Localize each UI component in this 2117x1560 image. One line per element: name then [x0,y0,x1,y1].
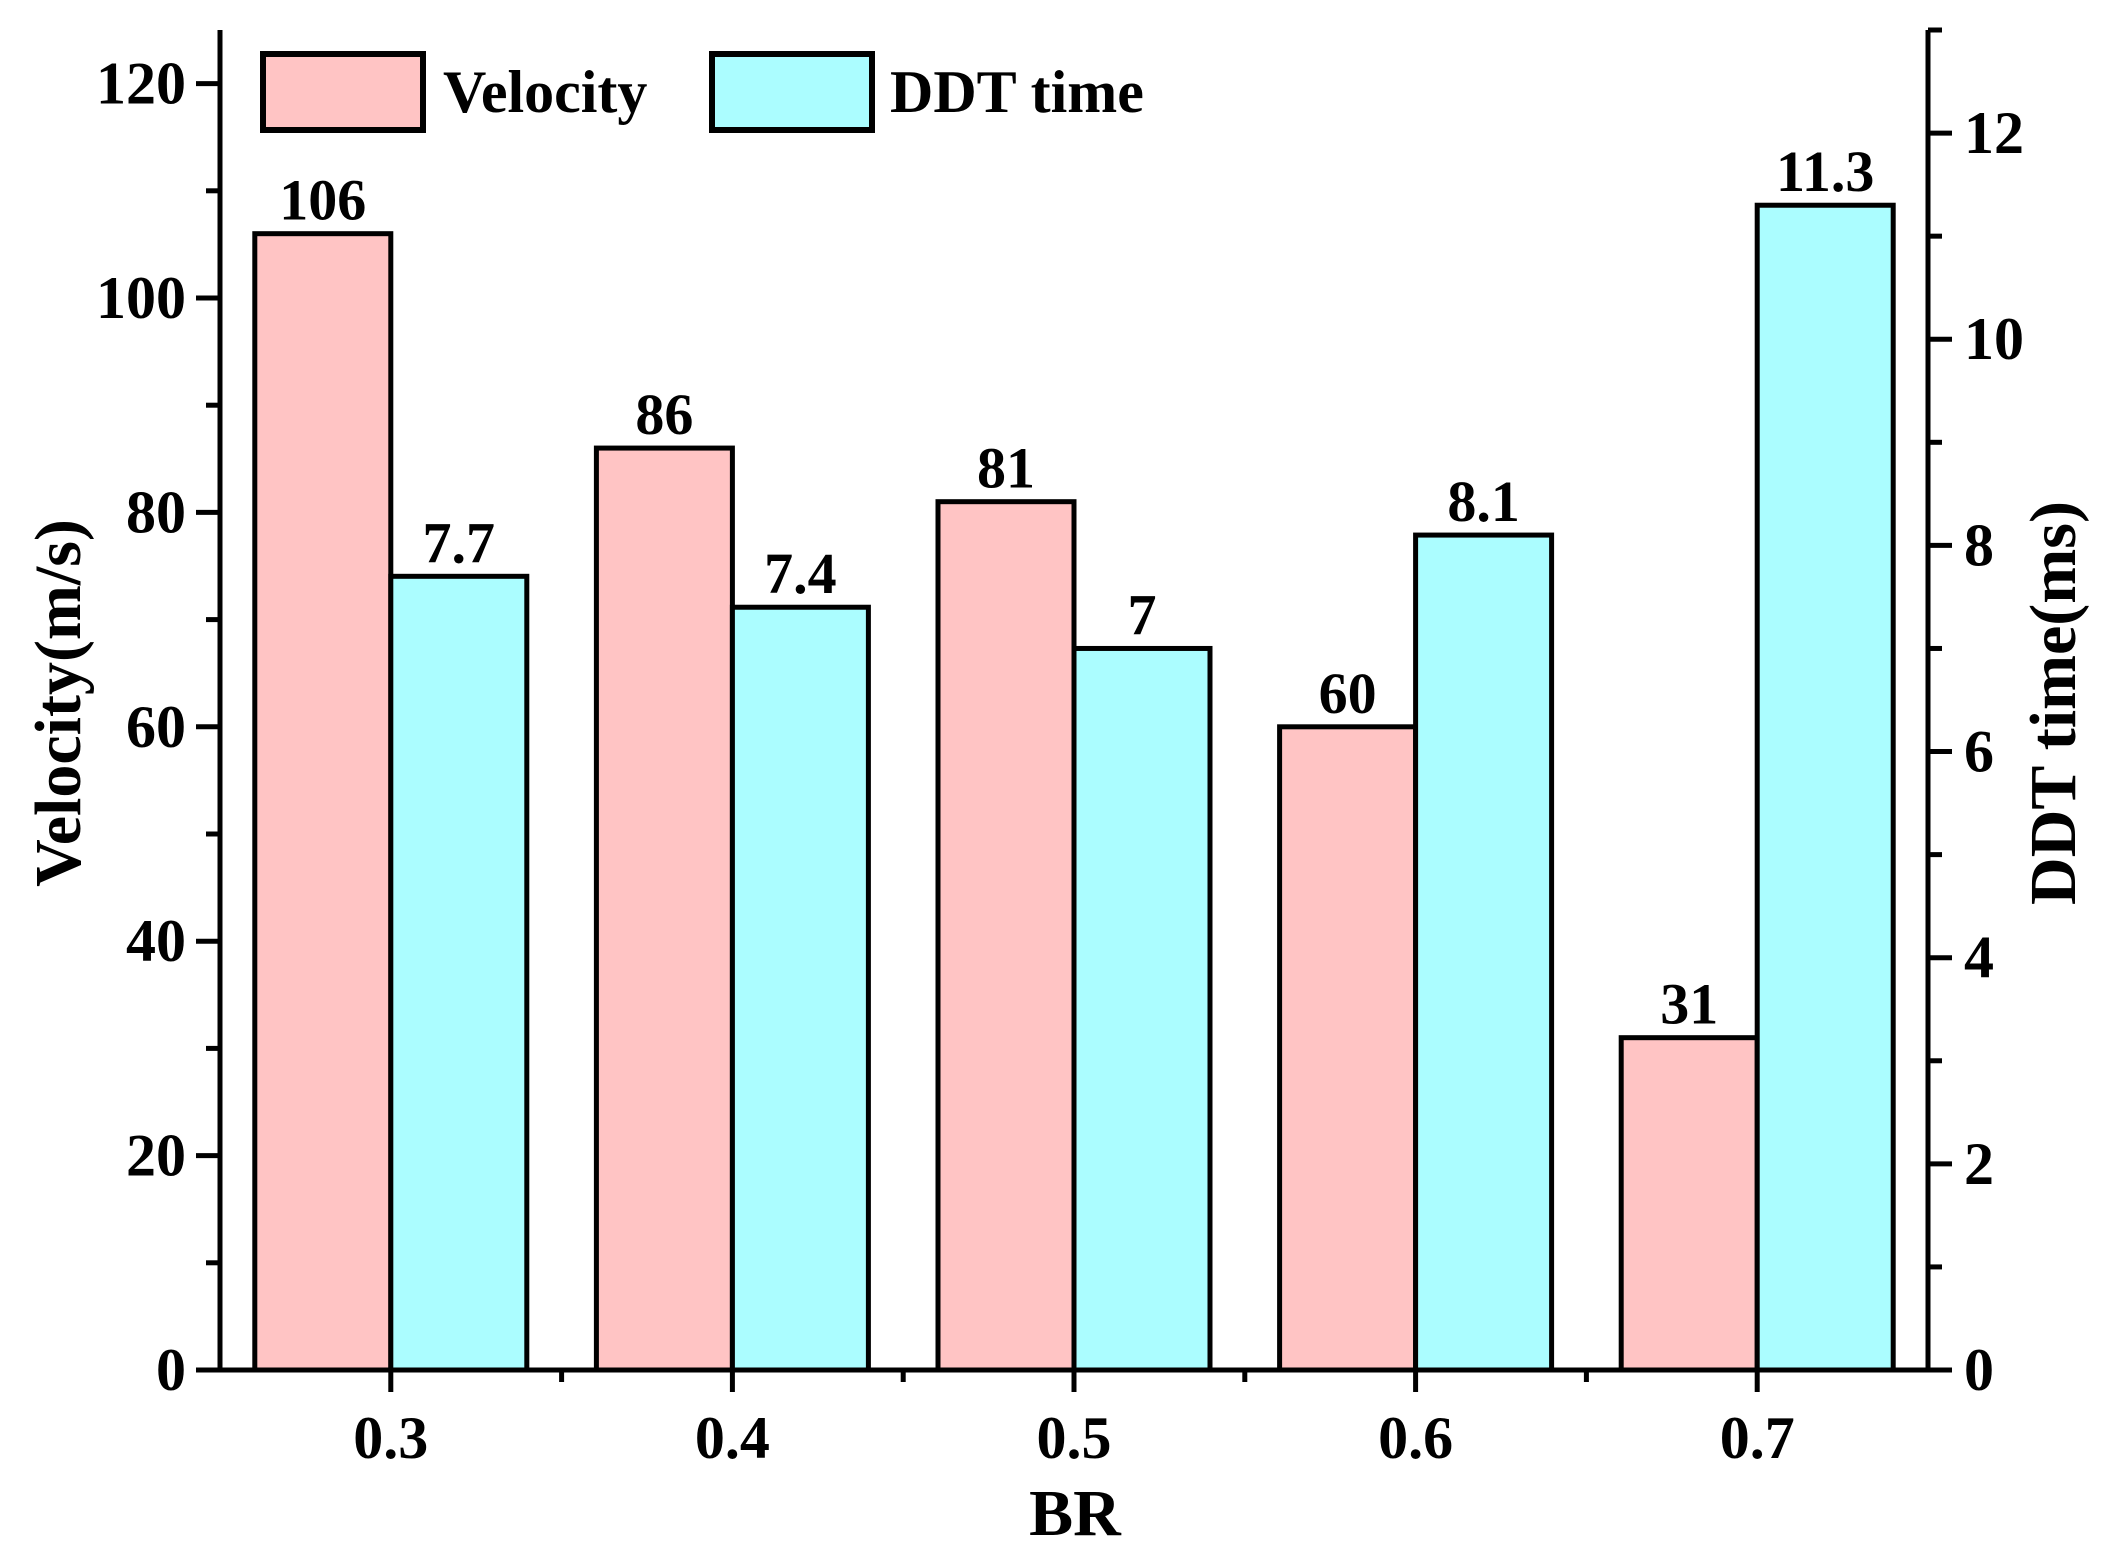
y-left-tick-label-120: 120 [96,51,186,117]
x-tick-label-0.4: 0.4 [695,1405,770,1471]
data-label-velocity-0.5: 81 [977,436,1035,501]
bar-ddt-time-0.4 [729,604,871,1373]
data-label-ddt-time-0.4: 7.4 [764,541,837,606]
y-left-tick-label-20: 20 [126,1123,186,1189]
bar-velocity-0.4 [593,445,735,1373]
x-tick-label-0.5: 0.5 [1037,1405,1112,1471]
bar-velocity-0.5 [935,499,1077,1373]
y-right-axis-title: DDT time(ms) [2017,501,2090,905]
y-right-tick-label-0: 0 [1964,1337,1994,1403]
legend-label-velocity: Velocity [443,59,647,125]
data-label-ddt-time-0.6: 8.1 [1447,469,1520,534]
x-axis-title: BR [1029,1477,1122,1550]
legend-label-ddt-time: DDT time [890,59,1144,125]
bars-group [252,202,1896,1373]
y-left-axis-title: Velocity(m/s) [22,519,95,887]
y-left-tick-label-0: 0 [156,1337,186,1403]
data-labels-group: 106 7.7 86 7.4 81 7 60 8.1 31 11.3 [279,139,1874,1036]
y-right-tick-label-2: 2 [1964,1131,1994,1197]
legend-swatch-ddt-time [709,51,875,133]
y-right-tick-label-10: 10 [1964,306,2024,372]
bar-velocity-0.7 [1618,1035,1760,1373]
bar-ddt-time-0.3 [388,573,530,1373]
y-left-tick-label-100: 100 [96,265,186,331]
y-left-tick-label-80: 80 [126,479,186,545]
data-label-velocity-0.6: 60 [1319,661,1377,726]
legend: Velocity DDT time [260,51,1144,133]
x-tick-label-0.7: 0.7 [1720,1405,1795,1471]
x-tick-label-0.3: 0.3 [353,1405,428,1471]
data-label-velocity-0.4: 86 [635,382,693,447]
data-label-ddt-time-0.3: 7.7 [423,510,496,575]
data-label-velocity-0.3: 106 [279,168,366,233]
bar-ddt-time-0.6 [1413,532,1555,1373]
bar-velocity-0.6 [1277,724,1419,1373]
y-left-tick-label-60: 60 [126,694,186,760]
y-right-tick-label-6: 6 [1964,719,1994,785]
data-label-velocity-0.7: 31 [1660,972,1718,1037]
bar-ddt-time-0.5 [1071,645,1213,1373]
bar-ddt-time-0.7 [1754,202,1896,1373]
y-right-tick-label-4: 4 [1964,925,1994,991]
legend-swatch-velocity [260,51,426,133]
ticks-group: 0 20 40 60 80 100 120 0 2 4 6 8 10 12 0.3 0.4 0.5 0.6 0.7 [96,27,2024,1471]
data-label-ddt-time-0.7: 11.3 [1776,139,1874,204]
y-right-tick-label-12: 12 [1964,100,2024,166]
data-label-ddt-time-0.5: 7 [1128,582,1157,647]
bar-velocity-0.3 [252,231,394,1373]
x-tick-label-0.6: 0.6 [1378,1405,1453,1471]
y-right-tick-label-8: 8 [1964,512,1994,578]
y-left-tick-label-40: 40 [126,908,186,974]
